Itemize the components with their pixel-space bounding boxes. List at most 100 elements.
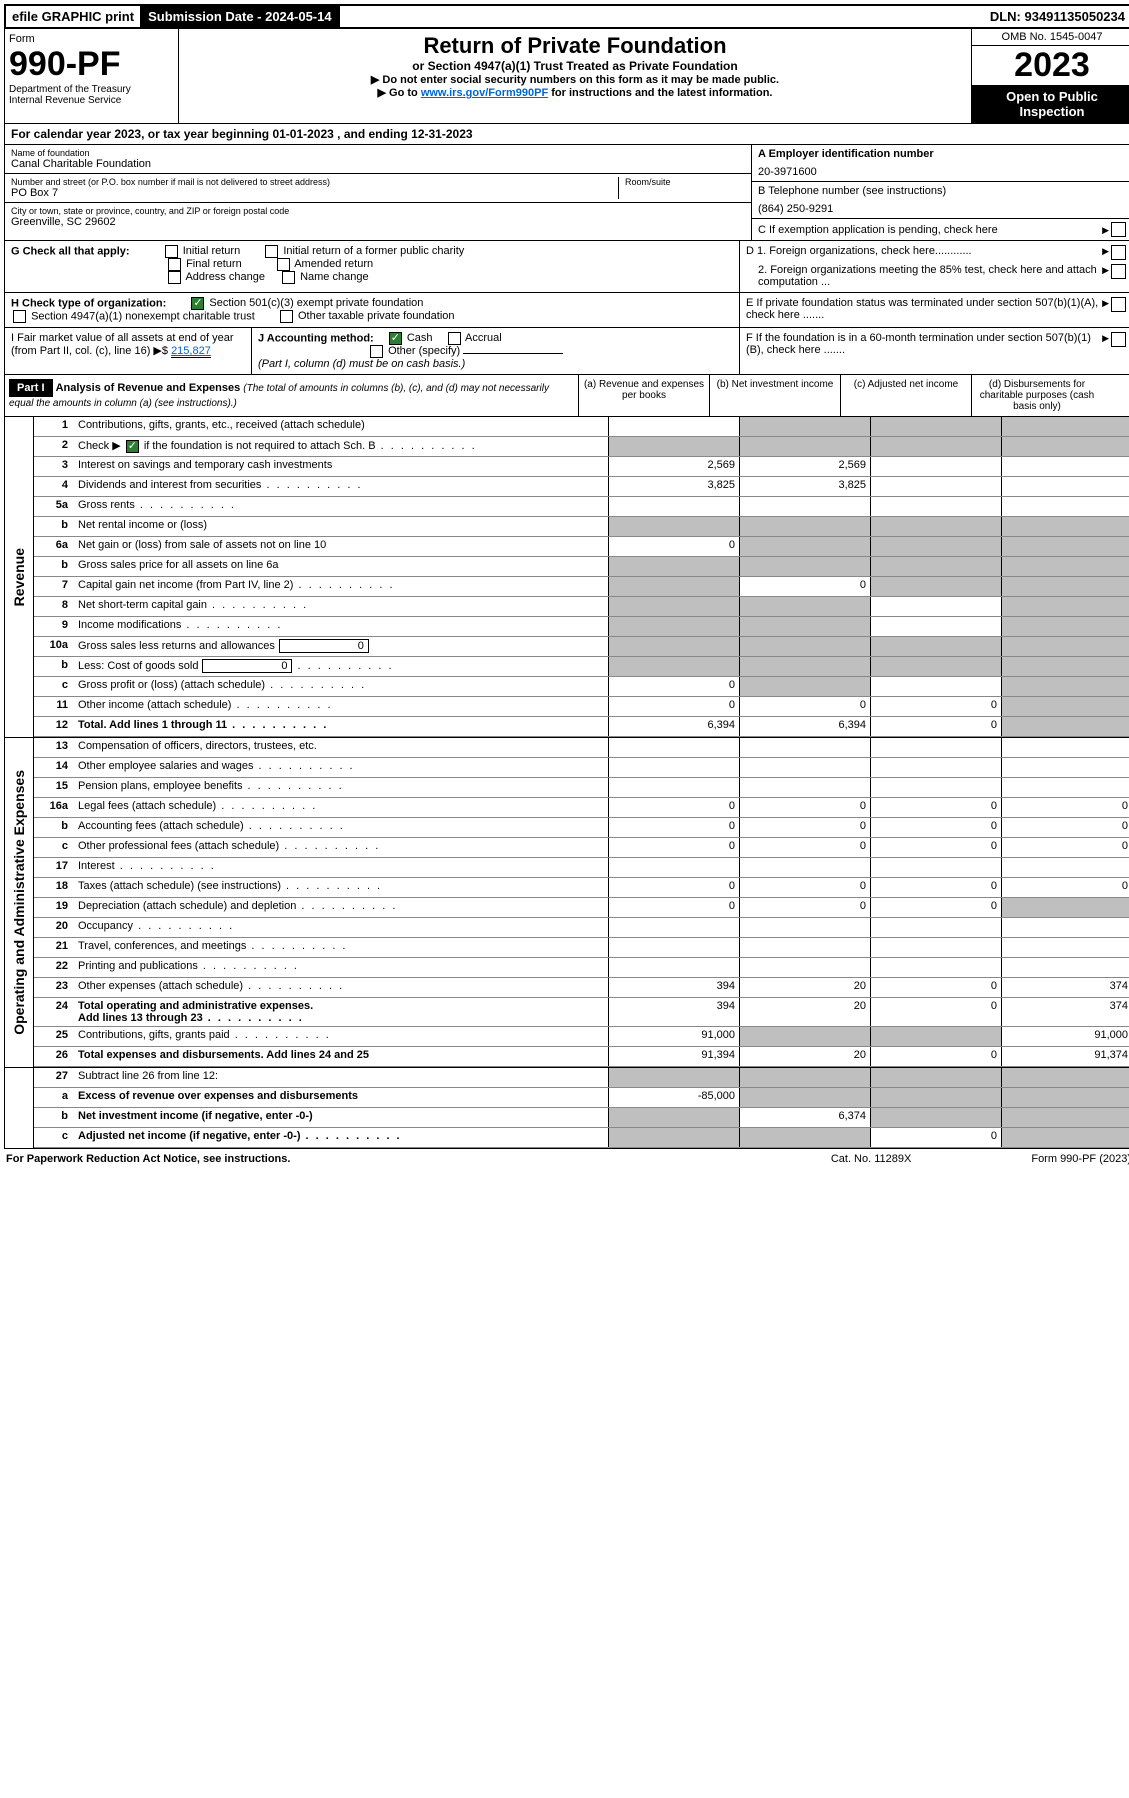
- cell-col-c: 0: [870, 1047, 1001, 1066]
- f-checkbox[interactable]: [1111, 332, 1126, 347]
- d1-checkbox[interactable]: [1111, 245, 1126, 260]
- d2-checkbox[interactable]: [1111, 264, 1126, 279]
- cell-col-a: 0: [608, 537, 739, 556]
- row-desc: Total operating and administrative expen…: [74, 998, 608, 1026]
- name-change-checkbox[interactable]: [282, 271, 295, 284]
- amended-return-checkbox[interactable]: [277, 258, 290, 271]
- row-number: c: [34, 677, 74, 696]
- cell-col-d: [1001, 938, 1129, 957]
- room-label: Room/suite: [625, 177, 745, 187]
- cell-col-c: [870, 858, 1001, 877]
- top-bar: efile GRAPHIC print Submission Date - 20…: [4, 4, 1129, 29]
- part-header-row: Part I Analysis of Revenue and Expenses …: [4, 375, 1129, 417]
- i-value[interactable]: 215,827: [171, 345, 211, 358]
- cell-col-c: [870, 758, 1001, 777]
- cell-col-d: [1001, 637, 1129, 656]
- form-number: 990-PF: [9, 45, 174, 84]
- row-number: b: [34, 818, 74, 837]
- col-a-header: (a) Revenue and expenses per books: [578, 375, 709, 416]
- initial-return-checkbox[interactable]: [165, 245, 178, 258]
- cell-col-d: 374: [1001, 998, 1129, 1026]
- cell-col-a: 91,394: [608, 1047, 739, 1066]
- cell-col-c: [870, 1108, 1001, 1127]
- cell-col-b: [739, 557, 870, 576]
- h-other-checkbox[interactable]: [280, 310, 293, 323]
- cell-col-b: 20: [739, 978, 870, 997]
- cell-col-b: 20: [739, 1047, 870, 1066]
- cell-col-b: [739, 918, 870, 937]
- table-row: 3Interest on savings and temporary cash …: [34, 457, 1129, 477]
- expenses-section: Operating and Administrative Expenses 13…: [4, 738, 1129, 1068]
- expenses-tab: Operating and Administrative Expenses: [5, 738, 34, 1067]
- schb-checkbox[interactable]: [126, 440, 139, 453]
- cell-col-c: 0: [870, 818, 1001, 837]
- cell-col-d: [1001, 898, 1129, 917]
- dln: DLN: 93491135050234: [984, 6, 1129, 27]
- cell-col-d: [1001, 717, 1129, 736]
- cell-col-b: 6,374: [739, 1108, 870, 1127]
- cell-col-a: 91,000: [608, 1027, 739, 1046]
- row-desc: Contributions, gifts, grants paid: [74, 1027, 608, 1046]
- initial-former-checkbox[interactable]: [265, 245, 278, 258]
- cell-col-a: 0: [608, 818, 739, 837]
- cell-col-d: [1001, 617, 1129, 636]
- cell-col-d: [1001, 677, 1129, 696]
- row-number: 20: [34, 918, 74, 937]
- department: Department of the Treasury Internal Reve…: [9, 84, 174, 106]
- j-cash-checkbox[interactable]: [389, 332, 402, 345]
- cell-col-c: [870, 938, 1001, 957]
- form-subtitle: or Section 4947(a)(1) Trust Treated as P…: [183, 59, 967, 73]
- submission-date: Submission Date - 2024-05-14: [142, 6, 340, 27]
- row-number: 9: [34, 617, 74, 636]
- cell-col-a: -85,000: [608, 1088, 739, 1107]
- h-4947-checkbox[interactable]: [13, 310, 26, 323]
- h-501c3-checkbox[interactable]: [191, 297, 204, 310]
- row-number: 16a: [34, 798, 74, 817]
- cell-col-c: [870, 557, 1001, 576]
- final-return-checkbox[interactable]: [168, 258, 181, 271]
- note-link: ▶ Go to www.irs.gov/Form990PF for instru…: [183, 86, 967, 99]
- c-checkbox[interactable]: [1111, 222, 1126, 237]
- j-accrual-checkbox[interactable]: [448, 332, 461, 345]
- address-change-checkbox[interactable]: [168, 271, 181, 284]
- paperwork-notice: For Paperwork Reduction Act Notice, see …: [6, 1153, 831, 1165]
- summary-section: 27Subtract line 26 from line 12:aExcess …: [4, 1068, 1129, 1149]
- row-number: 27: [34, 1068, 74, 1087]
- row-number: 10a: [34, 637, 74, 656]
- cell-col-d: [1001, 1128, 1129, 1147]
- cell-col-c: [870, 497, 1001, 516]
- j-label: J Accounting method:: [258, 332, 374, 344]
- d2-label: 2. Foreign organizations meeting the 85%…: [746, 264, 1102, 288]
- note-ssn: ▶ Do not enter social security numbers o…: [183, 73, 967, 86]
- cell-col-a: [608, 1108, 739, 1127]
- cell-col-c: 0: [870, 978, 1001, 997]
- row-number: 14: [34, 758, 74, 777]
- e-checkbox[interactable]: [1111, 297, 1126, 312]
- cell-col-d: [1001, 778, 1129, 797]
- cell-col-a: [608, 557, 739, 576]
- row-desc: Other employee salaries and wages: [74, 758, 608, 777]
- cell-col-d: [1001, 457, 1129, 476]
- table-row: 5aGross rents: [34, 497, 1129, 517]
- cell-col-c: [870, 1068, 1001, 1087]
- cell-col-b: [739, 437, 870, 456]
- j-other-checkbox[interactable]: [370, 345, 383, 358]
- instructions-link[interactable]: www.irs.gov/Form990PF: [421, 87, 548, 99]
- cell-col-c: [870, 1027, 1001, 1046]
- cell-col-b: 0: [739, 818, 870, 837]
- cell-col-c: [870, 778, 1001, 797]
- h-check-row: H Check type of organization: Section 50…: [4, 293, 1129, 328]
- cell-col-b: [739, 1088, 870, 1107]
- efile-label[interactable]: efile GRAPHIC print: [6, 6, 142, 27]
- row-desc: Compensation of officers, directors, tru…: [74, 738, 608, 757]
- cell-col-b: 0: [739, 697, 870, 716]
- name-label: Name of foundation: [11, 148, 745, 158]
- cell-col-a: 0: [608, 697, 739, 716]
- cell-col-b: [739, 537, 870, 556]
- row-number: 1: [34, 417, 74, 436]
- cell-col-d: 0: [1001, 878, 1129, 897]
- row-desc: Pension plans, employee benefits: [74, 778, 608, 797]
- cell-col-c: [870, 1088, 1001, 1107]
- col-d-header: (d) Disbursements for charitable purpose…: [971, 375, 1102, 416]
- row-desc: Check ▶ if the foundation is not require…: [74, 437, 608, 456]
